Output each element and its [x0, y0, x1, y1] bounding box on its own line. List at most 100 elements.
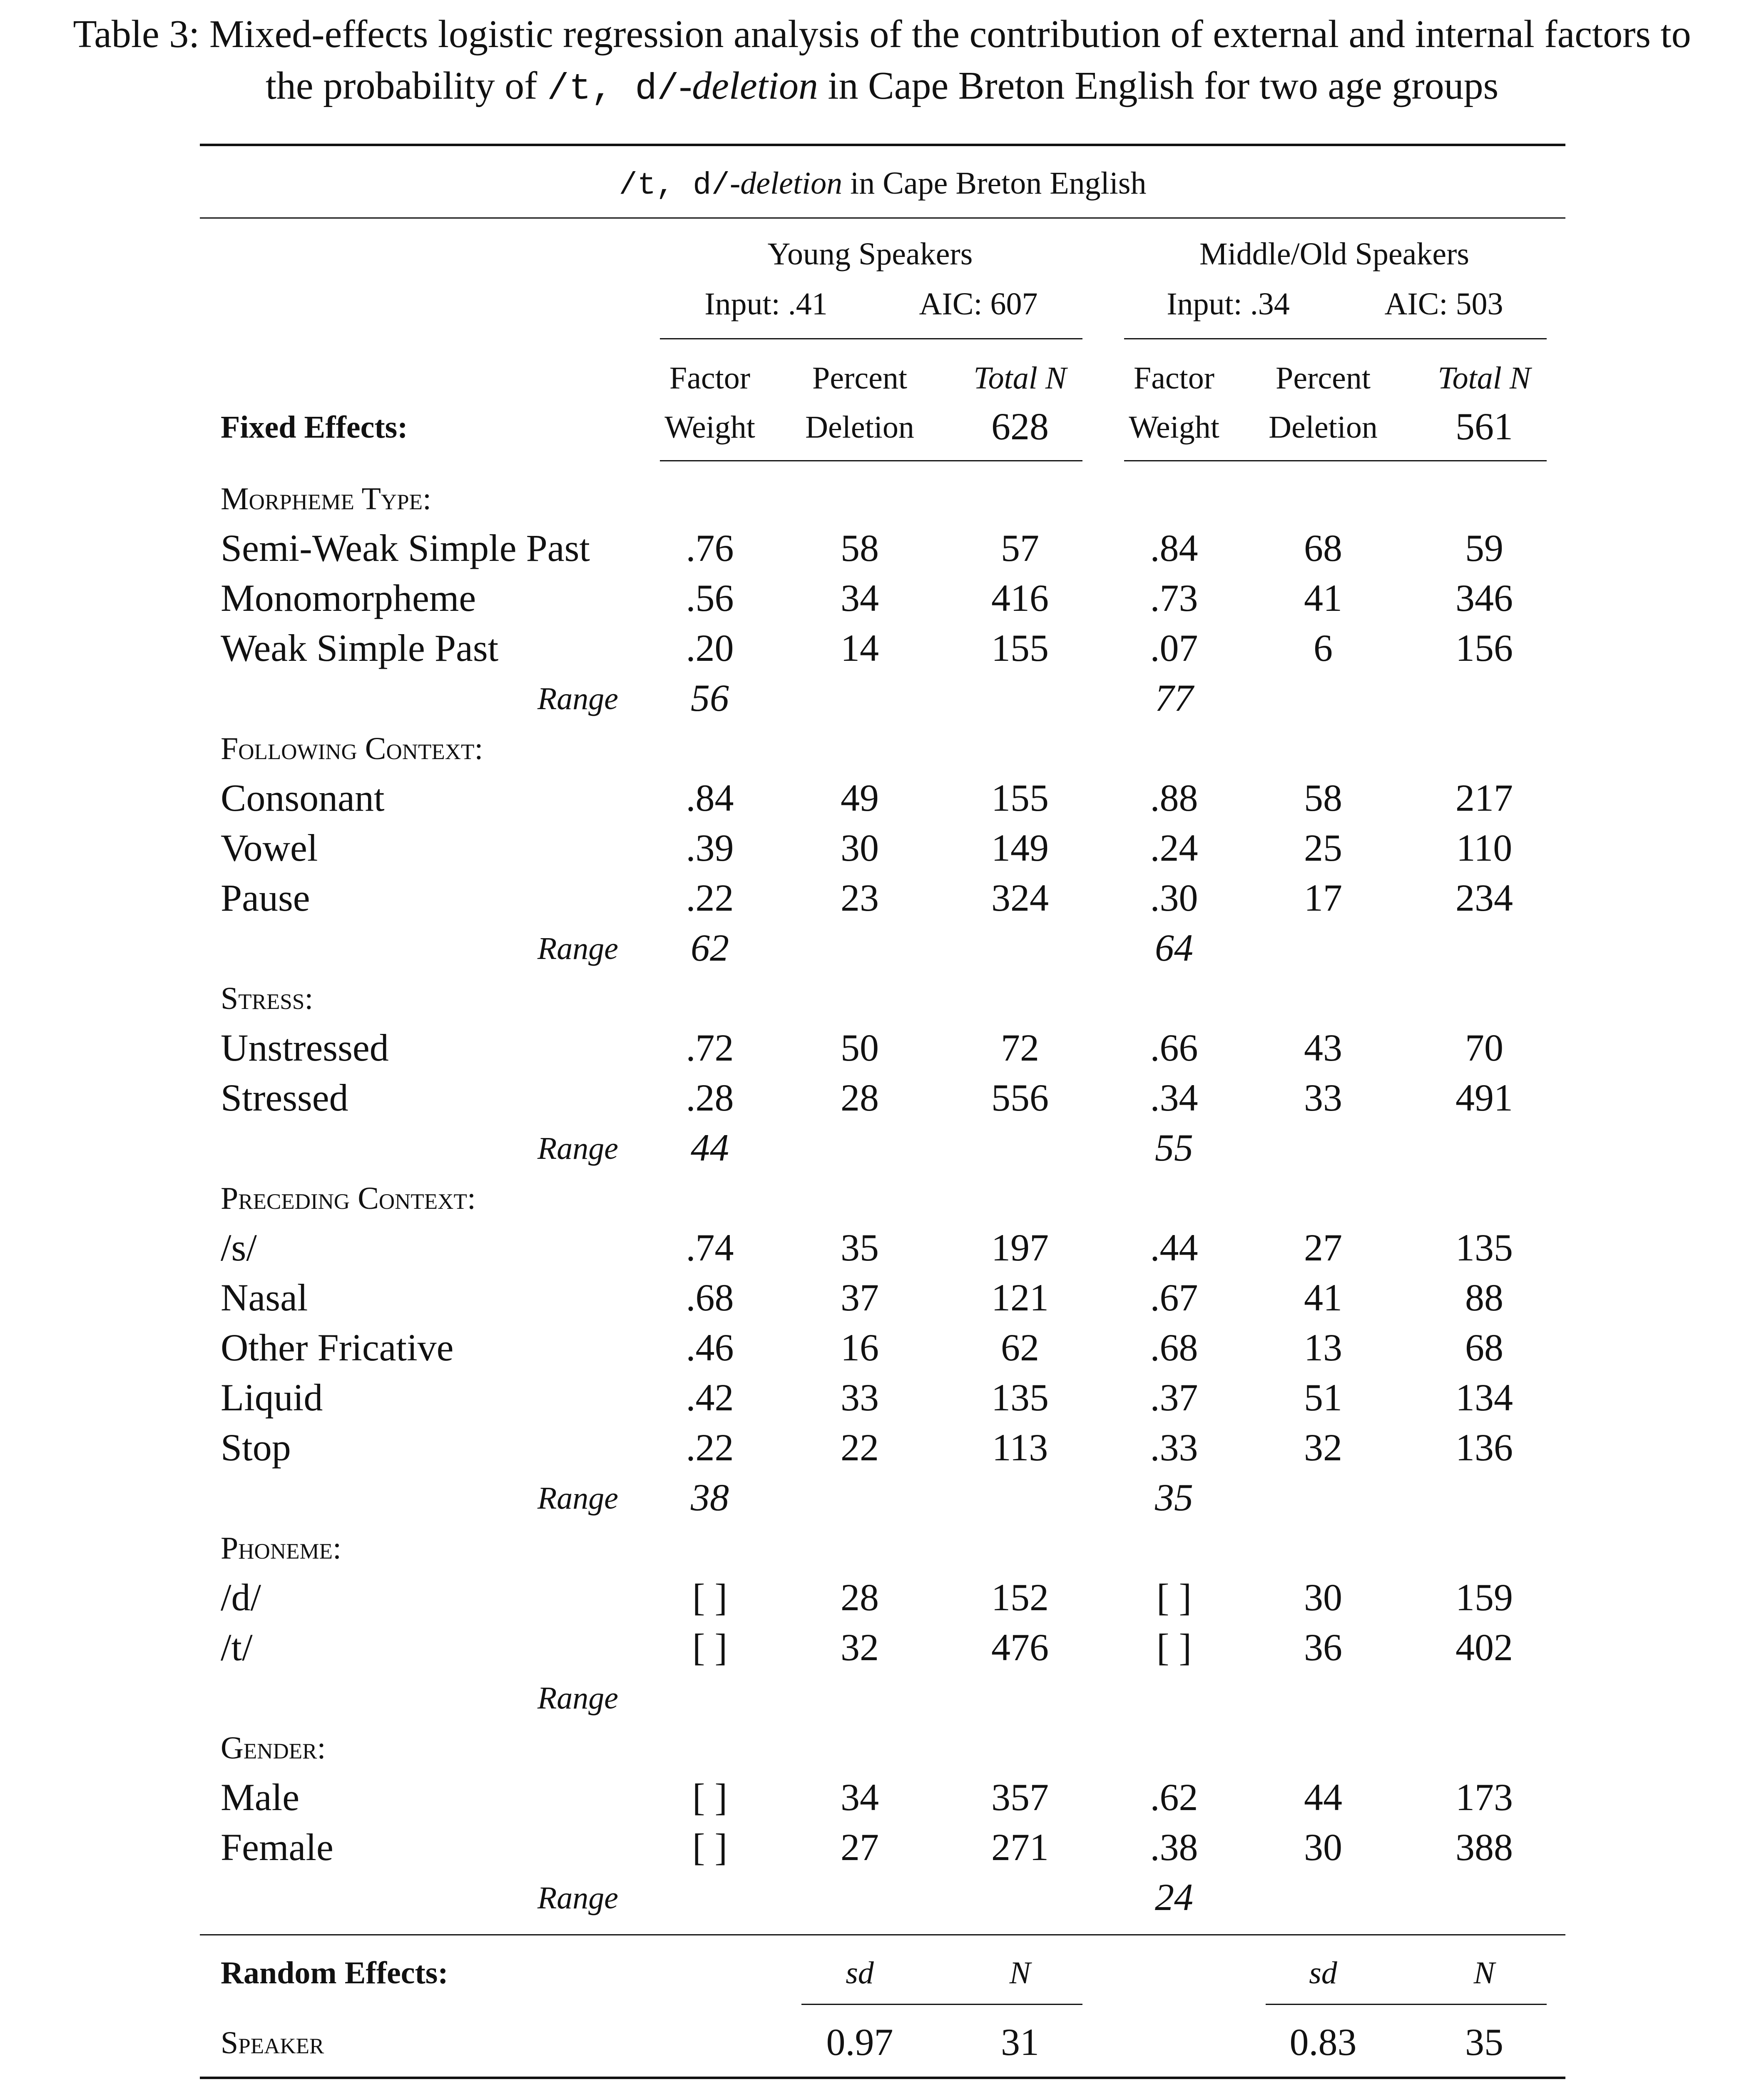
random-sd-label-old: sd: [1309, 1955, 1337, 1990]
row-label: Stressed: [221, 1076, 348, 1119]
table-cell: 173: [1455, 1776, 1513, 1818]
row-label: Stop: [221, 1426, 291, 1469]
table-cell: [ ]: [1156, 1626, 1192, 1669]
table-cell: 30: [841, 827, 879, 869]
range-label: Range: [537, 1681, 618, 1716]
group-name-young: Young Speakers: [767, 237, 973, 271]
table-cell: 27: [1304, 1226, 1342, 1269]
table-cell: .76: [686, 527, 734, 569]
row-label: Vowel: [221, 827, 318, 869]
table-cell: 324: [991, 877, 1049, 919]
table-cell: 197: [991, 1226, 1049, 1269]
section-label: Following Context:: [221, 731, 483, 766]
col-deletion-young: Deletion: [805, 410, 914, 445]
table-cell: .44: [1150, 1226, 1198, 1269]
table-cell: .39: [686, 827, 734, 869]
table-cell: 416: [991, 577, 1049, 619]
row-label: Semi-Weak Simple Past: [221, 527, 590, 569]
row-label: Monomorpheme: [221, 577, 476, 619]
table-cell: 14: [841, 627, 879, 669]
table-cell: 22: [841, 1426, 879, 1469]
title-deletion: -deletion: [729, 166, 843, 201]
range-value-young: 62: [691, 926, 729, 969]
title-phoneme: /t, d/: [619, 168, 730, 203]
col-deletion-old: Deletion: [1269, 410, 1378, 445]
col-percent-young: Percent: [812, 361, 907, 396]
table-cell: [ ]: [692, 1576, 728, 1619]
table-cell: [ ]: [692, 1776, 728, 1818]
random-n-label-old: N: [1473, 1955, 1495, 1990]
header-rule-old: [1124, 460, 1547, 461]
table-cell: 476: [991, 1626, 1049, 1669]
table-cell: 155: [991, 777, 1049, 819]
table-cell: 135: [1455, 1226, 1513, 1269]
table-cell: 41: [1304, 577, 1342, 619]
table-cell: .28: [686, 1076, 734, 1119]
row-label: Consonant: [221, 777, 385, 819]
table-cell: 17: [1304, 877, 1342, 919]
range-label: Range: [537, 931, 618, 966]
fixed-effects-label: Fixed Effects:: [221, 410, 408, 445]
table-cell: .22: [686, 877, 734, 919]
col-weight-young: Weight: [664, 410, 755, 445]
range-value-young: 38: [691, 1476, 729, 1519]
range-label: Range: [537, 1481, 618, 1516]
table-cell: 33: [841, 1376, 879, 1419]
range-label: Range: [537, 681, 618, 716]
random-effects-label: Random Effects:: [221, 1955, 448, 1990]
table-cell: 50: [841, 1026, 879, 1069]
row-label: /t/: [221, 1626, 253, 1669]
table-cell: 68: [1465, 1326, 1503, 1369]
table-cell: 556: [991, 1076, 1049, 1119]
table-cell: [ ]: [692, 1626, 728, 1669]
table-cell: 58: [841, 527, 879, 569]
bottom-rule: [200, 2077, 1565, 2079]
table-cell: .66: [1150, 1026, 1198, 1069]
caption-phoneme: /t, d/: [547, 69, 679, 110]
col-percent-old: Percent: [1276, 361, 1371, 396]
table-cell: 346: [1455, 577, 1513, 619]
table-cell: 28: [841, 1576, 879, 1619]
table-cell: 44: [1304, 1776, 1342, 1818]
row-label: Nasal: [221, 1276, 308, 1319]
row-label: /s/: [221, 1226, 257, 1269]
table-cell: .37: [1150, 1376, 1198, 1419]
table-cell: .73: [1150, 577, 1198, 619]
table-cell: .33: [1150, 1426, 1198, 1469]
table-cell: 58: [1304, 777, 1342, 819]
section-label: Stress:: [221, 981, 313, 1016]
table-cell: 134: [1455, 1376, 1513, 1419]
table-cell: 43: [1304, 1026, 1342, 1069]
table-cell: 155: [991, 627, 1049, 669]
range-value-old: 55: [1155, 1126, 1193, 1169]
table-cell: .22: [686, 1426, 734, 1469]
table-cell: 32: [841, 1626, 879, 1669]
col-weight-old: Weight: [1129, 410, 1219, 445]
range-value-young: 44: [691, 1126, 729, 1169]
table-cell: .46: [686, 1326, 734, 1369]
row-label: Weak Simple Past: [221, 627, 499, 669]
table-cell: 70: [1465, 1026, 1503, 1069]
section-label: Gender:: [221, 1731, 326, 1766]
speaker-label: Speaker: [221, 2025, 324, 2060]
table-cell: 234: [1455, 877, 1513, 919]
row-label: Other Fricative: [221, 1326, 454, 1369]
table-cell: .72: [686, 1026, 734, 1069]
table-cell: 27: [841, 1826, 879, 1868]
random-effects-rule: [200, 1934, 1565, 1935]
table-cell: 88: [1465, 1276, 1503, 1319]
table-cell: 271: [991, 1826, 1049, 1868]
table-cell: 149: [991, 827, 1049, 869]
table-cell: 357: [991, 1776, 1049, 1818]
table-cell: 6: [1314, 627, 1333, 669]
row-label: Liquid: [221, 1376, 323, 1419]
table-cell: 32: [1304, 1426, 1342, 1469]
table-cell: 135: [991, 1376, 1049, 1419]
aic-young: AIC: 607: [919, 286, 1038, 321]
group-rule-old: [1124, 338, 1547, 339]
table-cell: 72: [1001, 1026, 1039, 1069]
row-label: /d/: [221, 1576, 261, 1619]
range-label: Range: [537, 1131, 618, 1166]
col-totaln-young: Total N: [973, 361, 1067, 396]
table-cell: 37: [841, 1276, 879, 1319]
